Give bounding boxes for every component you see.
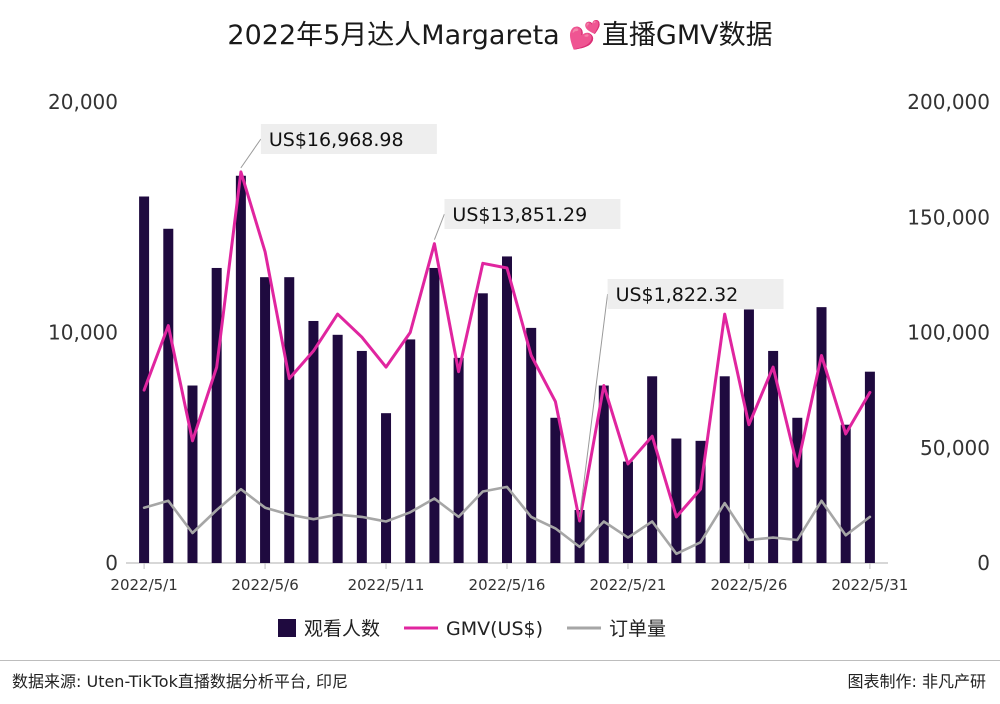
- footer-source: 数据来源: Uten-TikTok直播数据分析平台, 印尼: [12, 672, 349, 691]
- right-tick-label: 0: [977, 551, 990, 575]
- bar: [598, 385, 609, 563]
- bar: [477, 293, 488, 563]
- callout-label: US$16,968.98: [269, 129, 404, 151]
- bar: [792, 417, 803, 563]
- bar: [840, 424, 851, 563]
- callout-box: [444, 199, 621, 229]
- bar: [550, 417, 561, 563]
- legend-swatch-bar: [278, 619, 296, 637]
- bar: [743, 309, 754, 563]
- callout-box: [260, 124, 437, 154]
- chart-title: 2022年5月达人Margareta 💕直播GMV数据: [227, 19, 772, 51]
- gmv-line: [142, 170, 872, 523]
- bar: [574, 509, 585, 563]
- bar: [260, 277, 271, 563]
- bar: [622, 461, 633, 563]
- x-tick-label: 2022/5/26: [710, 576, 787, 594]
- legend-label: 订单量: [609, 618, 666, 640]
- right-tick-label: 50,000: [920, 436, 990, 460]
- bar: [695, 440, 706, 563]
- legend-label: GMV(US$): [446, 618, 543, 640]
- x-tick-label: 2022/5/21: [590, 576, 667, 594]
- bar: [453, 357, 464, 563]
- bar: [211, 267, 222, 563]
- line-series: [142, 170, 872, 556]
- footer-divider: [0, 660, 1000, 661]
- x-tick-label: 2022/5/1: [110, 576, 177, 594]
- callout-leader: [433, 213, 445, 240]
- right-tick-label: 100,000: [907, 321, 990, 345]
- callout-label: US$1,822.32: [616, 284, 739, 306]
- legend: 观看人数 GMV(US$) 订单量: [278, 618, 666, 640]
- bar: [647, 376, 658, 563]
- axes: 0 10,000 20,000 0 50,000 100,000 150,000 200,00…: [48, 90, 990, 594]
- bar: [526, 327, 537, 563]
- bar: [671, 438, 682, 563]
- bar: [308, 320, 319, 563]
- left-tick-label: 20,000: [48, 90, 118, 114]
- callouts: US$16,968.98 US$13,851.29 US$1,822.32: [240, 124, 784, 518]
- x-tick-label: 2022/5/16: [469, 576, 546, 594]
- bar: [332, 334, 343, 563]
- bar: [139, 196, 150, 563]
- bar: [381, 413, 392, 563]
- bar: [719, 376, 730, 563]
- left-tick-label: 10,000: [48, 321, 118, 345]
- chart-canvas: 2022年5月达人Margareta 💕直播GMV数据 0 10,000 20,00…: [48, 19, 990, 640]
- x-tick-label: 2022/5/11: [348, 576, 425, 594]
- bar: [284, 277, 295, 563]
- bar: [187, 385, 198, 563]
- callout-leader: [240, 138, 262, 169]
- bar: [356, 350, 367, 563]
- right-tick-label: 200,000: [907, 90, 990, 114]
- x-tick-label: 2022/5/31: [831, 576, 908, 594]
- bar: [864, 371, 875, 563]
- bar: [816, 307, 827, 563]
- orders-line: [142, 485, 872, 556]
- bar: [768, 350, 779, 563]
- callout-leader: [579, 293, 609, 518]
- bar: [405, 339, 416, 563]
- left-tick-label: 0: [105, 551, 118, 575]
- footer-credit: 图表制作: 非凡产研: [847, 672, 986, 691]
- legend-label: 观看人数: [304, 618, 380, 640]
- bar: [429, 267, 440, 563]
- x-tick-label: 2022/5/6: [231, 576, 298, 594]
- bar-series-viewers: [139, 175, 875, 563]
- right-tick-label: 150,000: [907, 205, 990, 229]
- callout-label: US$13,851.29: [452, 204, 587, 226]
- bar: [502, 256, 512, 563]
- bar: [235, 175, 246, 563]
- callout-box: [607, 279, 784, 309]
- bar: [163, 228, 174, 563]
